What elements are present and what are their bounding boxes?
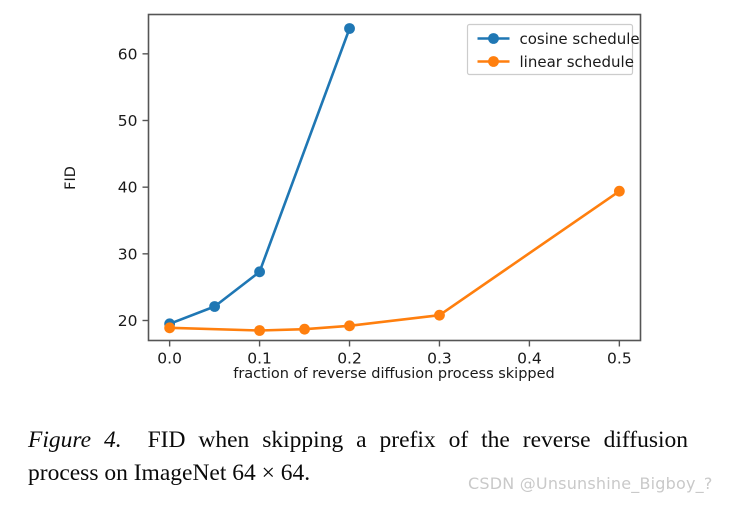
caption-resolution-math: 64 × 64 [232, 460, 305, 487]
legend-label: linear schedule [520, 53, 634, 71]
y-axis-label: FID [63, 166, 79, 190]
y-tick-label: 40 [118, 179, 138, 197]
figure-caption: Figure 4. FID when skipping a prefix of … [28, 424, 718, 491]
series-linear-schedule [164, 185, 625, 336]
fid-line-chart: 20 30 40 50 60 0.0 0.1 0.2 0.3 0.4 0.5 fraction o… [63, 13, 642, 382]
plot-axes-frame [147, 13, 642, 342]
legend-label: cosine schedule [520, 30, 640, 48]
data-point [434, 309, 445, 321]
series-line [168, 27, 351, 326]
chart-figure: 20 30 40 50 60 0.0 0.1 0.2 0.3 0.4 0.5 fraction o… [63, 13, 642, 382]
legend-swatch-marker [488, 33, 499, 44]
data-point [209, 301, 221, 312]
caption-text-line-1: FID when skipping a prefix of the revers… [147, 427, 688, 453]
data-point [613, 185, 625, 197]
y-tick-label: 30 [118, 245, 138, 263]
caption-line-2: process on ImageNet 64 × 64. [28, 457, 718, 490]
x-tick-label: 0.1 [247, 350, 272, 368]
y-tick-label: 60 [118, 45, 138, 63]
data-point [344, 23, 355, 34]
x-tick-label: 0.5 [607, 350, 632, 368]
data-point [164, 322, 176, 334]
figure-number-label: Figure 4. [28, 427, 122, 453]
x-axis-label: fraction of reverse diffusion process sk… [233, 366, 555, 382]
y-axis-ticks: 20 30 40 50 60 [118, 45, 149, 330]
data-point [344, 320, 355, 332]
x-tick-label: 0.3 [427, 350, 452, 368]
data-point [254, 325, 265, 336]
data-point [254, 266, 265, 278]
caption-line-1: Figure 4. FID when skipping a prefix of … [28, 424, 688, 457]
chart-legend: cosine schedule linear schedule [466, 23, 640, 76]
series-line [168, 189, 621, 332]
caption-text-line-2-prefix: process on ImageNet [28, 460, 233, 487]
x-tick-label: 0.4 [517, 350, 542, 368]
data-point [299, 323, 310, 335]
x-tick-label: 0.0 [157, 350, 182, 368]
caption-spacer [122, 427, 148, 453]
x-tick-label: 0.2 [337, 350, 362, 368]
y-tick-label: 50 [118, 112, 138, 130]
x-axis-ticks: 0.0 0.1 0.2 0.3 0.4 0.5 [157, 340, 632, 368]
series-cosine-schedule [164, 23, 355, 330]
csdn-watermark: CSDN @Unsunshine_Bigboy_? [468, 474, 713, 493]
legend-swatch-marker [488, 56, 499, 67]
y-tick-label: 20 [118, 312, 138, 330]
caption-text-line-2-suffix: . [304, 460, 311, 487]
data-series-layer [164, 23, 625, 336]
